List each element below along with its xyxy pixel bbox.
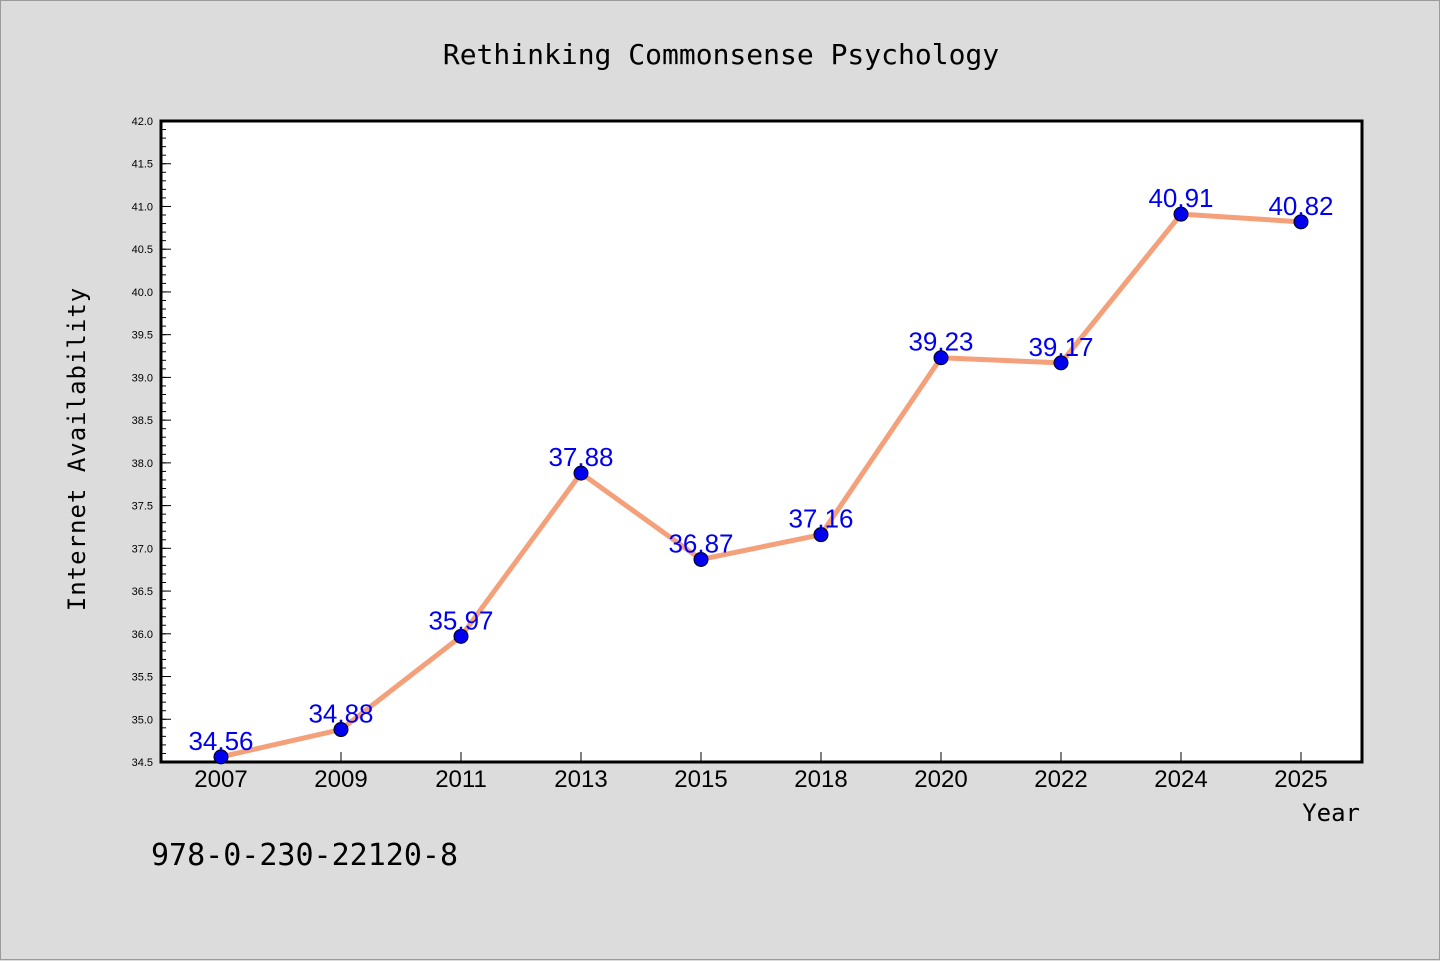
y-tick-label: 38.5	[132, 415, 153, 427]
data-label: 39.23	[908, 327, 973, 357]
data-point	[333, 722, 349, 738]
y-tick-label: 35.5	[132, 672, 153, 684]
x-tick-label: 2018	[794, 766, 847, 793]
data-label: 36.87	[668, 528, 733, 558]
x-tick-label: 2009	[314, 766, 367, 793]
data-point	[453, 628, 469, 644]
series-line-group	[218, 211, 1304, 760]
data-point	[1053, 355, 1069, 371]
y-tick-label: 34.5	[132, 757, 153, 769]
y-tick-label: 41.5	[132, 159, 153, 171]
isbn-text: 978-0-230-22120-8	[151, 838, 458, 873]
data-point	[933, 350, 949, 366]
data-label: 34.88	[308, 699, 373, 729]
data-point	[573, 465, 589, 481]
x-axis-ticks: 2007 2009 2011 2013 2015 2018 2020 2022 2024 2025	[194, 752, 1328, 793]
plot-frame	[159, 119, 1364, 764]
data-point	[693, 551, 709, 567]
x-tick-label: 2007	[194, 766, 247, 793]
y-tick-label: 36.0	[132, 629, 153, 641]
y-axis-label: Internet Availability	[63, 287, 91, 611]
y-axis-ticks: 34.5 35.0 35.5 36.0 36.5 37.0 37.5 38.0 38.5 39.0…	[132, 116, 171, 769]
data-point	[213, 749, 229, 765]
data-point	[813, 527, 829, 543]
data-label: 40.91	[1148, 183, 1213, 213]
y-tick-label: 35.0	[132, 714, 153, 726]
x-tick-label: 2015	[674, 766, 727, 793]
y-tick-label: 41.0	[132, 201, 153, 213]
data-label: 40.82	[1268, 191, 1333, 221]
x-tick-label: 2025	[1274, 766, 1327, 793]
chart-title: Rethinking Commonsense Psychology	[443, 38, 999, 71]
data-label: 34.56	[188, 726, 253, 756]
series-line	[218, 211, 1304, 760]
x-tick-label: 2011	[435, 766, 487, 793]
x-axis-label: Year	[1302, 799, 1360, 827]
series-labels-group: 34.56 34.88 35.97 37.88 36.87 37.16 39.23 39.17…	[188, 183, 1333, 756]
y-tick-label: 38.0	[132, 458, 153, 470]
y-tick-label: 39.5	[132, 330, 153, 342]
y-tick-label: 40.5	[132, 244, 153, 256]
x-tick-label: 2020	[914, 766, 967, 793]
plot-area	[161, 121, 1362, 762]
x-tick-label: 2022	[1034, 766, 1087, 793]
x-tick-label: 2024	[1154, 766, 1207, 793]
data-label: 37.16	[788, 504, 853, 534]
y-tick-label: 37.0	[132, 543, 153, 555]
y-tick-label: 36.5	[132, 586, 153, 598]
data-point	[1293, 214, 1309, 230]
y-tick-label: 37.5	[132, 501, 153, 513]
x-tick-label: 2013	[554, 766, 607, 793]
data-label: 39.17	[1028, 332, 1093, 362]
series-markers-group	[213, 206, 1309, 765]
y-tick-label: 42.0	[132, 116, 153, 128]
y-tick-label: 40.0	[132, 287, 153, 299]
data-point	[1173, 206, 1189, 222]
y-tick-label: 39.0	[132, 372, 153, 384]
data-label: 37.88	[548, 442, 613, 472]
data-label: 35.97	[428, 605, 493, 635]
